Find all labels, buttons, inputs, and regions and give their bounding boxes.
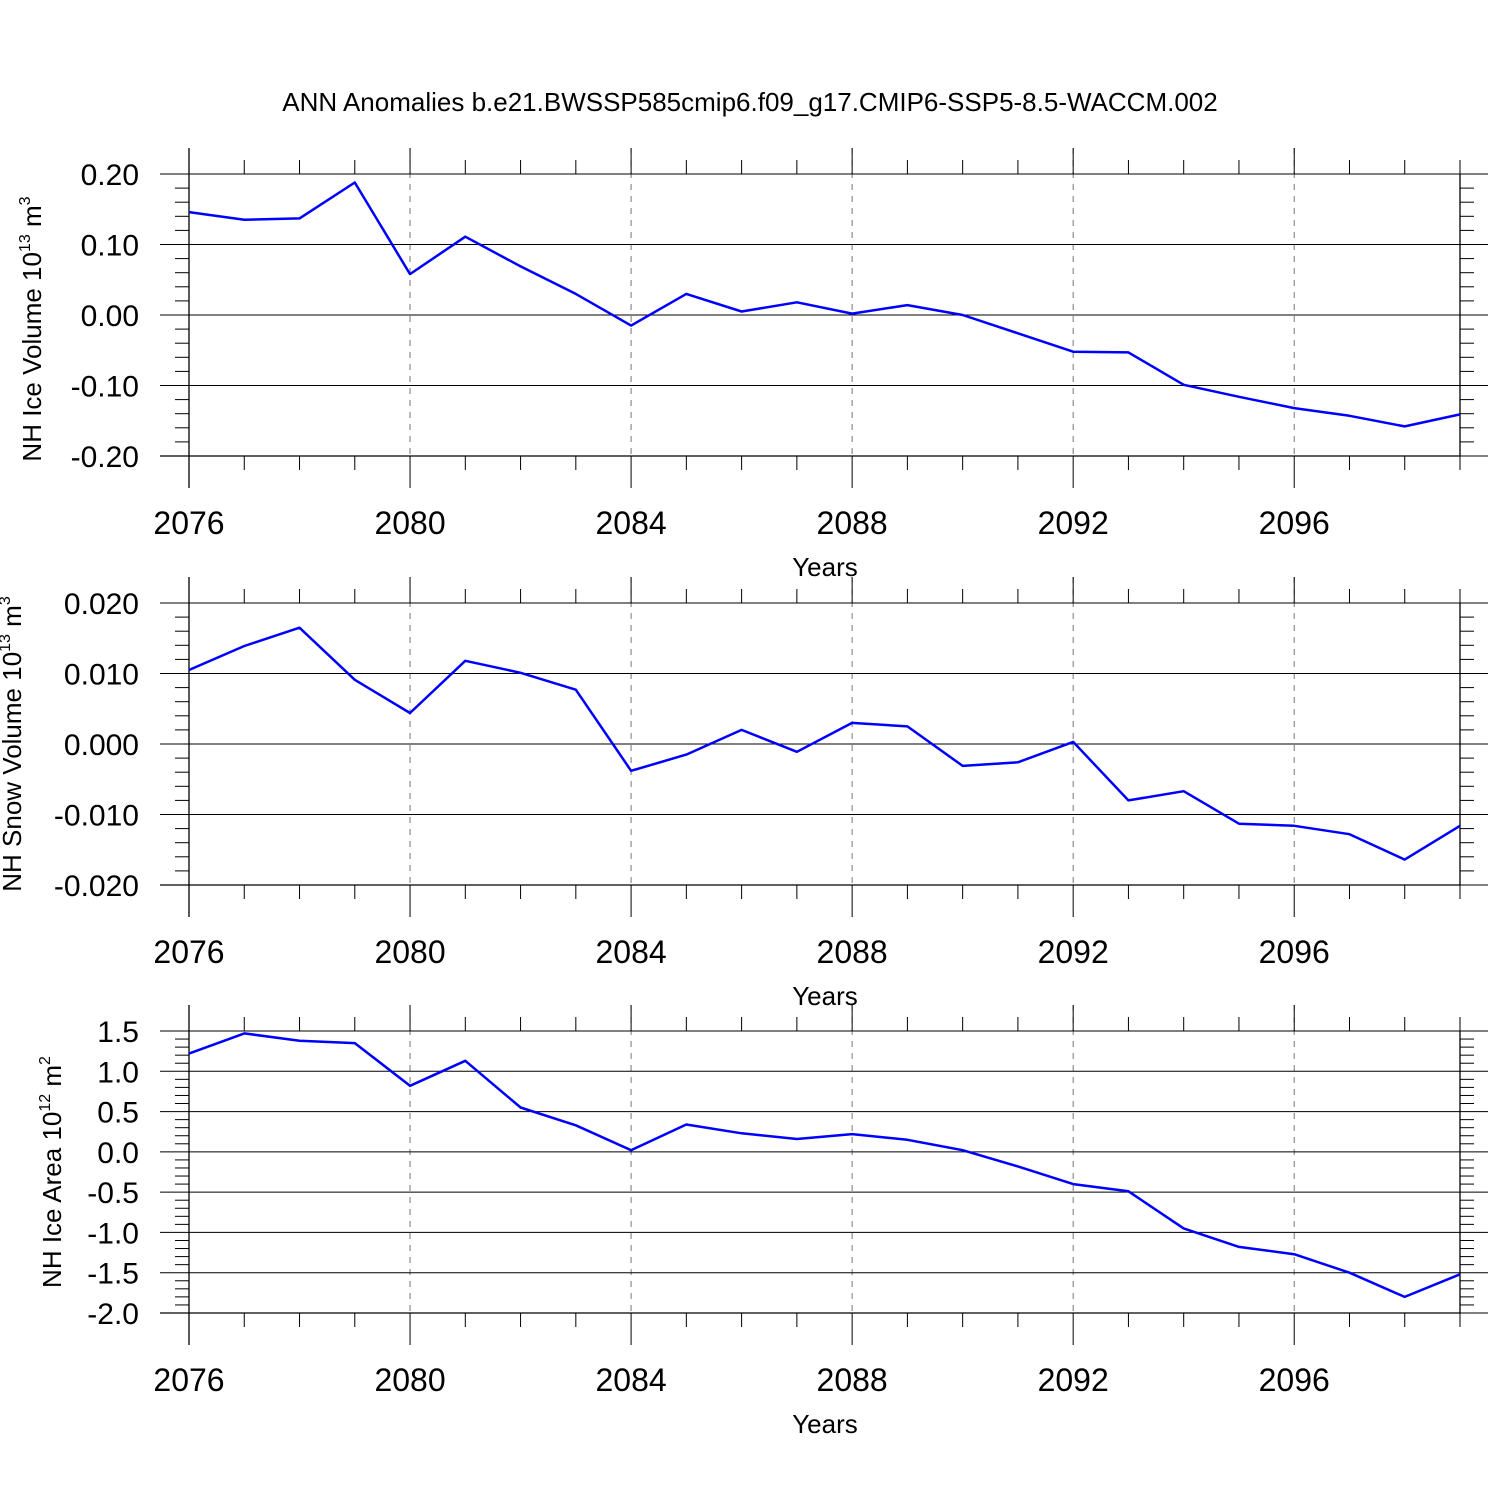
x-tick-label: 2092	[1038, 1362, 1109, 1398]
x-tick-label: 2096	[1259, 934, 1330, 970]
y-tick-label: 1.5	[97, 1016, 139, 1049]
y-tick-label: 1.0	[97, 1056, 139, 1089]
y-tick-label: 0.00	[81, 300, 139, 333]
y-tick-label: 0.0	[97, 1137, 139, 1170]
y-tick-label: -2.0	[87, 1298, 139, 1331]
y-tick-label: 0.000	[64, 729, 139, 762]
x-tick-label: 2084	[595, 934, 666, 970]
x-axis-title: Years	[792, 552, 858, 582]
series-line	[188, 626, 1461, 861]
y-axis-title: NH Snow Volume 1013 m3	[0, 596, 27, 892]
y-tick-label: 0.20	[81, 159, 139, 192]
series-line	[188, 1032, 1461, 1299]
x-tick-label: 2076	[153, 934, 224, 970]
x-tick-label: 2076	[153, 1362, 224, 1398]
y-tick-label: 0.020	[64, 588, 139, 621]
x-tick-label: 2092	[1038, 934, 1109, 970]
x-tick-label: 2092	[1038, 505, 1109, 541]
y-tick-label: -1.0	[87, 1217, 139, 1250]
y-tick-label: 0.10	[81, 230, 139, 263]
x-tick-label: 2088	[817, 934, 888, 970]
x-tick-label: 2088	[817, 505, 888, 541]
x-tick-label: 2080	[374, 1362, 445, 1398]
panel-1: 0.20 0.10 0.00 -0.10 -0.20 2076 2080 2084 2088 20…	[17, 148, 1488, 582]
x-tick-label: 2080	[374, 934, 445, 970]
y-tick-label: -0.10	[71, 371, 139, 404]
x-axis-title: Years	[792, 981, 858, 1011]
x-tick-label: 2088	[817, 1362, 888, 1398]
y-axis-title: NH Ice Volume 1013 m3	[17, 196, 47, 461]
x-tick-label: 2076	[153, 505, 224, 541]
y-tick-label: 0.5	[97, 1097, 139, 1130]
figure-title: ANN Anomalies b.e21.BWSSP585cmip6.f09_g1…	[282, 87, 1217, 117]
y-tick-label: -0.020	[54, 870, 139, 903]
y-tick-label: -0.20	[71, 441, 139, 474]
y-tick-label: -0.010	[54, 800, 139, 833]
panel-2: 0.020 0.010 0.000 -0.010 -0.020 2076 2080 2084 2…	[0, 577, 1488, 1011]
y-tick-label: 0.010	[64, 659, 139, 692]
y-tick-label: -1.5	[87, 1258, 139, 1291]
panel-3: 1.5 1.0 0.5 0.0 -0.5 -1.0 -1.5 -2.0 2076 2080 2084…	[37, 1005, 1488, 1439]
x-tick-label: 2096	[1259, 505, 1330, 541]
x-tick-label: 2084	[595, 1362, 666, 1398]
y-axis-title: NH Ice Area 1012 m2	[37, 1056, 67, 1288]
series-line	[188, 181, 1461, 428]
y-tick-label: -0.5	[87, 1177, 139, 1210]
x-axis-title: Years	[792, 1409, 858, 1439]
x-tick-label: 2096	[1259, 1362, 1330, 1398]
x-tick-label: 2080	[374, 505, 445, 541]
x-tick-label: 2084	[595, 505, 666, 541]
